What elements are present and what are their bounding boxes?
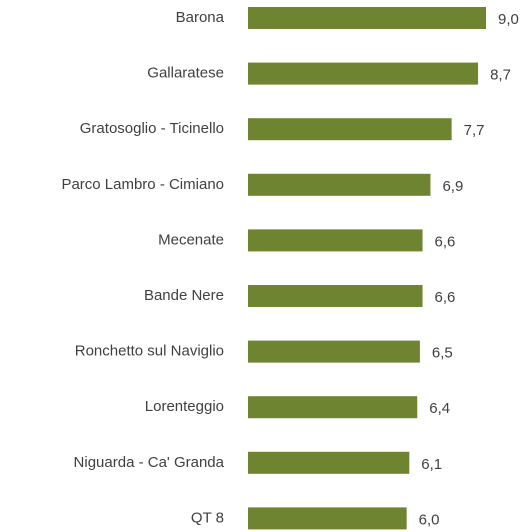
category-label: Gratosoglio - Ticinello <box>80 120 224 137</box>
bar <box>248 396 418 419</box>
value-label: 9,0 <box>498 11 519 28</box>
category-label: Niguarda - Ca' Granda <box>74 454 225 471</box>
bar <box>248 62 479 85</box>
category-label: Gallaratese <box>147 65 224 82</box>
value-label: 6,6 <box>435 233 456 250</box>
value-label: 6,0 <box>419 511 440 528</box>
category-label: Lorenteggio <box>145 398 224 415</box>
value-label: 8,7 <box>490 67 511 84</box>
value-label: 6,5 <box>432 345 453 362</box>
category-label: QT 8 <box>191 509 224 526</box>
value-label: 6,6 <box>435 289 456 306</box>
category-label: Mecenate <box>158 231 224 248</box>
bar <box>248 229 423 252</box>
value-label: 6,4 <box>429 400 450 417</box>
category-label: Barona <box>176 9 225 26</box>
value-label: 6,1 <box>421 456 442 473</box>
bar <box>248 118 452 141</box>
value-label: 6,9 <box>442 178 463 195</box>
bar <box>248 507 407 530</box>
bar <box>248 7 486 29</box>
bar <box>248 451 410 474</box>
category-label: Ronchetto sul Naviglio <box>75 343 224 360</box>
bar <box>248 285 423 307</box>
bar <box>248 173 431 196</box>
category-label: Bande Nere <box>144 287 224 304</box>
value-label: 7,7 <box>464 122 485 139</box>
bar <box>248 340 420 363</box>
category-label: Parco Lambro - Cimiano <box>61 176 224 193</box>
